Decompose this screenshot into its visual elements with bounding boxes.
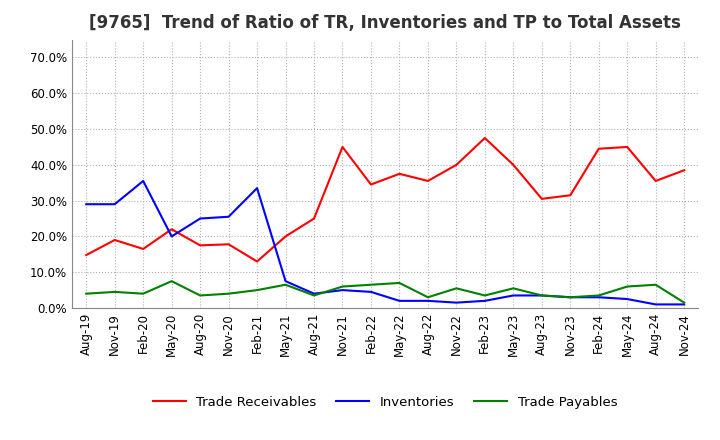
Trade Payables	[423, 295, 432, 300]
Trade Payables	[537, 293, 546, 298]
Trade Payables	[680, 300, 688, 305]
Trade Receivables	[537, 196, 546, 202]
Trade Receivables	[310, 216, 318, 221]
Trade Payables	[652, 282, 660, 287]
Trade Receivables	[566, 193, 575, 198]
Trade Receivables	[82, 253, 91, 258]
Trade Payables	[395, 280, 404, 286]
Trade Receivables	[595, 146, 603, 151]
Trade Receivables	[423, 178, 432, 183]
Trade Receivables	[623, 144, 631, 150]
Inventories	[652, 302, 660, 307]
Inventories	[338, 287, 347, 293]
Inventories	[225, 214, 233, 220]
Inventories	[310, 291, 318, 296]
Line: Trade Payables: Trade Payables	[86, 281, 684, 303]
Line: Trade Receivables: Trade Receivables	[86, 138, 684, 261]
Trade Payables	[82, 291, 91, 296]
Line: Inventories: Inventories	[86, 181, 684, 304]
Inventories	[509, 293, 518, 298]
Inventories	[452, 300, 461, 305]
Inventories	[82, 202, 91, 207]
Inventories	[395, 298, 404, 304]
Inventories	[566, 295, 575, 300]
Inventories	[680, 302, 688, 307]
Trade Receivables	[253, 259, 261, 264]
Inventories	[623, 297, 631, 302]
Trade Receivables	[225, 242, 233, 247]
Trade Receivables	[366, 182, 375, 187]
Inventories	[480, 298, 489, 304]
Trade Payables	[253, 287, 261, 293]
Inventories	[595, 295, 603, 300]
Trade Receivables	[196, 243, 204, 248]
Trade Payables	[139, 291, 148, 296]
Inventories	[196, 216, 204, 221]
Trade Receivables	[452, 162, 461, 168]
Trade Receivables	[652, 178, 660, 183]
Inventories	[139, 178, 148, 183]
Inventories	[167, 234, 176, 239]
Trade Receivables	[680, 168, 688, 173]
Inventories	[537, 293, 546, 298]
Title: [9765]  Trend of Ratio of TR, Inventories and TP to Total Assets: [9765] Trend of Ratio of TR, Inventories…	[89, 15, 681, 33]
Inventories	[366, 289, 375, 294]
Trade Receivables	[509, 162, 518, 168]
Inventories	[423, 298, 432, 304]
Trade Payables	[282, 282, 290, 287]
Trade Receivables	[338, 144, 347, 150]
Trade Payables	[480, 293, 489, 298]
Inventories	[110, 202, 119, 207]
Trade Payables	[566, 295, 575, 300]
Legend: Trade Receivables, Inventories, Trade Payables: Trade Receivables, Inventories, Trade Pa…	[148, 391, 623, 414]
Trade Payables	[338, 284, 347, 289]
Trade Payables	[509, 286, 518, 291]
Trade Payables	[110, 289, 119, 294]
Trade Payables	[310, 293, 318, 298]
Trade Receivables	[139, 246, 148, 252]
Inventories	[253, 186, 261, 191]
Trade Payables	[167, 279, 176, 284]
Trade Receivables	[282, 234, 290, 239]
Trade Receivables	[167, 227, 176, 232]
Trade Receivables	[110, 237, 119, 242]
Trade Payables	[196, 293, 204, 298]
Trade Receivables	[395, 171, 404, 176]
Trade Payables	[452, 286, 461, 291]
Trade Payables	[595, 293, 603, 298]
Trade Receivables	[480, 136, 489, 141]
Trade Payables	[225, 291, 233, 296]
Inventories	[282, 279, 290, 284]
Trade Payables	[366, 282, 375, 287]
Trade Payables	[623, 284, 631, 289]
